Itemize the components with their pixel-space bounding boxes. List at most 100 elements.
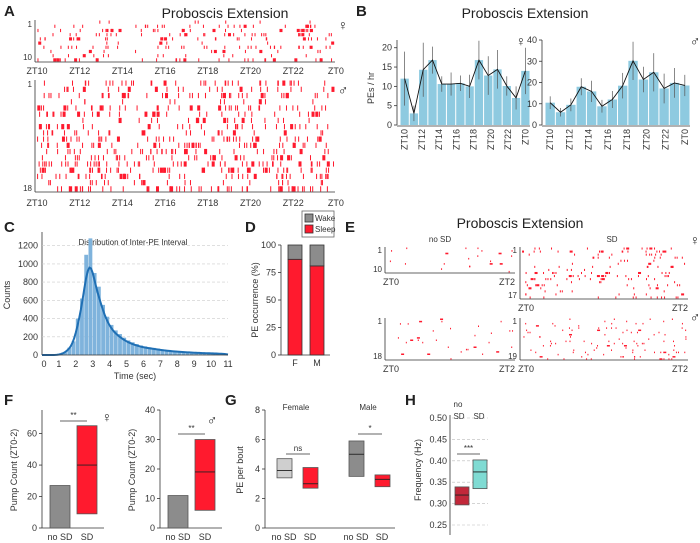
raster-tick — [399, 323, 401, 325]
raster-tick — [147, 24, 149, 28]
raster-tick — [165, 45, 167, 49]
raster-tick — [553, 275, 555, 278]
raster-tick — [132, 80, 134, 86]
raster-tick — [315, 58, 317, 62]
raster-tick — [77, 37, 81, 41]
raster-tick — [97, 142, 101, 148]
y-tick-label: 6 — [255, 435, 260, 445]
raster-tick — [184, 33, 186, 37]
x-axis-label: Time (sec) — [114, 371, 156, 381]
raster-tick — [637, 275, 639, 278]
raster-tick — [99, 136, 101, 142]
raster-tick — [184, 148, 188, 155]
x-tick-label: 5 — [124, 359, 129, 369]
raster-tick — [151, 80, 153, 86]
raster-tick — [234, 117, 236, 124]
raster-tick — [119, 155, 121, 161]
raster-tick — [152, 167, 154, 173]
y-tick-label: 25 — [266, 323, 276, 333]
raster-tick — [46, 148, 48, 155]
raster-tick — [204, 33, 206, 37]
stacked-bar-wake — [287, 244, 303, 260]
raster-tick — [105, 80, 107, 86]
raster-tick — [583, 340, 585, 343]
raster-tick — [272, 58, 276, 62]
raster-tick — [307, 28, 309, 33]
panel-e-title: Proboscis Extension — [457, 215, 584, 231]
raster-tick — [320, 180, 322, 186]
raster-tick — [416, 337, 420, 339]
raster-tick — [600, 278, 602, 281]
raster-tick — [172, 148, 174, 155]
raster-tick — [634, 356, 636, 358]
y-tick-label: 0.45 — [429, 434, 447, 444]
raster-tick — [64, 86, 66, 92]
raster-tick — [280, 155, 284, 161]
y-tick-label: 40 — [27, 460, 37, 470]
raster-tick — [154, 111, 156, 117]
raster-tick — [264, 99, 266, 105]
female-symbol: ♀ — [102, 409, 113, 425]
x-tick-label: ZT14 — [584, 129, 594, 150]
x-tick-label: ZT2 — [672, 364, 688, 374]
raster-tick — [117, 167, 119, 173]
stacked-bar-sleep — [309, 265, 325, 356]
raster-tick — [90, 155, 92, 161]
raster-tick — [224, 161, 226, 167]
raster-tick — [325, 142, 327, 148]
raster-tick — [603, 353, 605, 356]
panel-label-B: B — [356, 3, 367, 20]
raster-tick — [197, 142, 199, 148]
raster-tick — [298, 45, 300, 49]
raster-tick — [109, 105, 111, 111]
raster-tick — [118, 86, 120, 92]
raster-tick — [218, 130, 220, 136]
raster-tick — [98, 161, 100, 167]
raster-tick — [97, 161, 99, 167]
x-tick-label: ZT12 — [69, 66, 90, 76]
raster-tick — [118, 111, 120, 117]
raster-tick — [200, 186, 202, 192]
box-sd — [472, 459, 488, 490]
raster-tick — [281, 173, 283, 180]
raster-tick — [547, 358, 549, 360]
raster-tick — [189, 124, 191, 130]
raster-tick — [113, 148, 115, 155]
raster-tick — [79, 148, 81, 155]
raster-tick — [207, 161, 209, 167]
raster-tick — [319, 173, 321, 180]
raster-tick — [82, 24, 84, 28]
raster-tick — [127, 92, 129, 99]
row-label: 17 — [508, 291, 517, 300]
y-tick-label: 0.25 — [429, 520, 447, 530]
raster-tick — [258, 99, 262, 105]
bar — [456, 83, 465, 125]
raster-tick — [159, 41, 163, 45]
raster-tick — [321, 105, 323, 111]
histogram-bar — [135, 344, 139, 355]
x-tick-label: 1 — [56, 359, 61, 369]
bar — [437, 84, 446, 125]
raster-tick — [127, 173, 129, 180]
raster-tick — [116, 167, 118, 173]
raster-tick — [330, 33, 332, 37]
raster-tick — [177, 161, 179, 167]
raster-tick — [496, 351, 500, 353]
raster-tick — [252, 24, 254, 28]
raster-tick — [543, 284, 545, 287]
raster-tick — [212, 28, 216, 33]
raster-tick — [202, 24, 204, 28]
y-tick-label: 0 — [32, 523, 37, 533]
raster-tick — [141, 180, 143, 186]
raster-tick — [122, 186, 124, 192]
raster-tick — [649, 247, 653, 250]
raster-tick — [523, 250, 525, 253]
raster-tick — [293, 80, 295, 86]
raster-tick — [76, 136, 78, 142]
x-tick-label: 10 — [206, 359, 216, 369]
raster-tick — [509, 330, 511, 332]
x-tick-label: ZT20 — [240, 66, 261, 76]
raster-tick — [447, 346, 449, 348]
raster-tick — [78, 136, 80, 142]
raster-tick — [63, 105, 67, 111]
